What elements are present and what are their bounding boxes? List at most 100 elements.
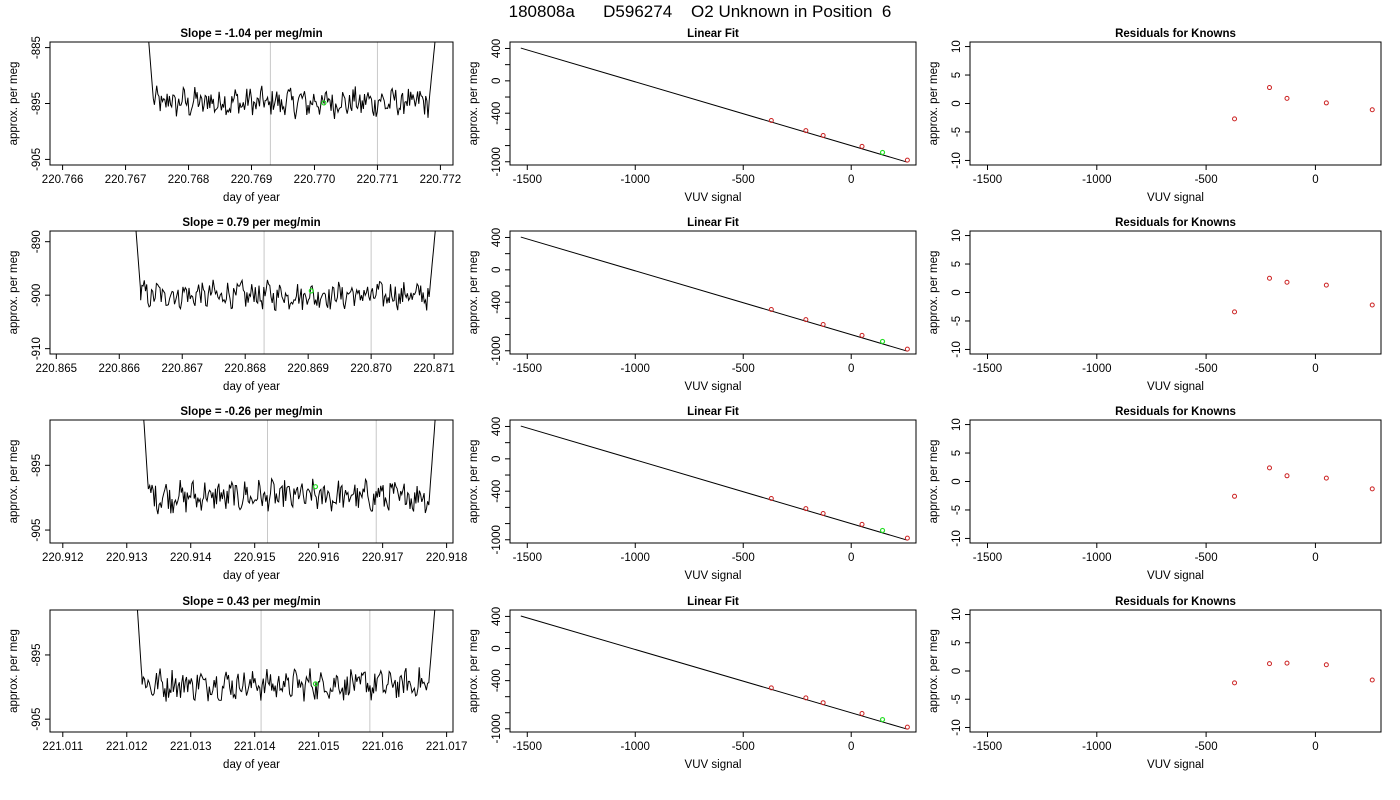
known-point (768, 685, 774, 691)
known-point (1232, 493, 1238, 499)
x-tick-label: -1500 (973, 363, 1002, 375)
known-point (1284, 95, 1290, 101)
y-tick-label: -885 (31, 36, 43, 59)
x-tick-label: 220.766 (42, 174, 84, 186)
x-tick-label: -1500 (513, 174, 542, 186)
x-tick-label: 220.767 (105, 174, 147, 186)
y-tick-label: 0 (951, 100, 963, 106)
y-tick-label: -890 (31, 230, 43, 253)
unknown-point (879, 527, 886, 534)
y-tick-label: 0 (951, 668, 963, 674)
x-tick-label: 220.869 (287, 363, 329, 375)
y-tick-label: 0 (491, 78, 503, 84)
x-tick-label: -1000 (1082, 174, 1111, 186)
x-tick-label: 221.013 (170, 741, 212, 753)
y-tick-label: -5 (951, 505, 963, 515)
plot-area (1232, 275, 1375, 315)
x-tick-label: 220.772 (420, 174, 462, 186)
x-tick-label: 0 (848, 552, 854, 564)
panel-title: Residuals for Knowns (1115, 406, 1236, 418)
plot-frame (49, 419, 454, 544)
plot-frame (49, 609, 454, 733)
y-tick-label: 0 (491, 456, 503, 462)
x-tick-label: 0 (1312, 363, 1318, 375)
x-tick-label: 221.016 (362, 741, 404, 753)
series-trace (136, 610, 436, 702)
y-tick-label: 10 (951, 40, 963, 53)
panel-title: Slope = -1.04 per meg/min (180, 28, 322, 40)
known-point (1323, 662, 1329, 668)
y-tick-label: -5 (951, 127, 963, 137)
x-tick-label: 220.866 (98, 363, 140, 375)
y-tick-label: 5 (951, 640, 963, 646)
y-tick-label: -900 (31, 284, 43, 307)
x-tick-label: -500 (732, 552, 755, 564)
plot-area (520, 236, 910, 352)
plot-area (1232, 465, 1375, 499)
known-point (1369, 486, 1375, 492)
x-tick-label: -1000 (621, 174, 650, 186)
y-axis-label: approx. per meg (928, 629, 940, 713)
plot-frame (969, 41, 1382, 166)
x-tick-label: -1000 (1082, 363, 1111, 375)
x-tick-label: 221.011 (42, 741, 83, 753)
x-tick-label: 220.868 (224, 363, 266, 375)
x-tick-label: 221.012 (106, 741, 148, 753)
x-tick-label: 220.870 (350, 363, 392, 375)
unknown-point (879, 149, 886, 156)
y-tick-label: -400 (491, 102, 503, 125)
panel-row1-timeseries: Slope = -1.04 per meg/min 220.766 220.767 2… (8, 28, 462, 204)
known-point (803, 506, 809, 512)
y-axis-label: approx. per meg (8, 62, 20, 146)
panel-row3-residuals: Residuals for Knowns -1500 -1000 -500 0 10 5 0 -… (928, 406, 1382, 582)
y-axis-label: approx. per meg (928, 440, 940, 524)
known-point (1369, 677, 1375, 683)
x-tick-label: 220.865 (36, 363, 78, 375)
y-tick-label: -895 (31, 643, 43, 666)
x-tick-label: 220.914 (170, 552, 212, 564)
y-axis-label: approx. per meg (928, 62, 940, 146)
known-point (1323, 282, 1329, 288)
known-point (1323, 100, 1329, 106)
y-tick-label: 5 (951, 261, 963, 267)
series-trace (143, 420, 436, 515)
x-tick-label: 220.871 (413, 363, 455, 375)
x-axis-label: day of year (223, 381, 280, 393)
y-tick-label: 10 (951, 608, 963, 621)
plot-frame (509, 230, 917, 355)
x-tick-label: -1000 (621, 363, 650, 375)
unknown-point (879, 716, 886, 723)
x-axis-label: VUV signal (1147, 570, 1204, 582)
y-tick-label: -1000 (491, 714, 503, 743)
plot-area (520, 425, 910, 541)
known-point (803, 128, 809, 134)
known-point (859, 521, 865, 527)
known-point (768, 306, 774, 312)
unknown-point (312, 484, 319, 490)
x-tick-label: 0 (848, 741, 854, 753)
y-tick-label: 0 (951, 289, 963, 295)
x-tick-label: 0 (848, 174, 854, 186)
y-tick-label: -1000 (491, 147, 503, 176)
panel-title: Slope = -0.26 per meg/min (180, 406, 322, 418)
known-point (803, 695, 809, 701)
plot-frame (49, 230, 454, 355)
y-axis-label: approx. per meg (8, 251, 20, 335)
known-point (1369, 302, 1375, 308)
y-tick-label: -400 (491, 480, 503, 503)
known-point (1232, 309, 1238, 315)
panel-title: Residuals for Knowns (1115, 596, 1236, 608)
y-tick-label: 400 (491, 39, 503, 58)
panel-title: Linear Fit (687, 217, 739, 229)
plot-area (136, 610, 436, 702)
known-point (768, 117, 774, 123)
y-tick-label: -910 (31, 337, 43, 360)
plot-area (520, 615, 910, 730)
plot-area (135, 231, 436, 312)
panel-title: Linear Fit (687, 596, 739, 608)
series-trace (148, 42, 436, 120)
fit-line (520, 615, 908, 730)
x-tick-label: -1500 (973, 552, 1002, 564)
figure-title: 180808a D596274 O2 Unknown in Position 6 (508, 2, 892, 21)
